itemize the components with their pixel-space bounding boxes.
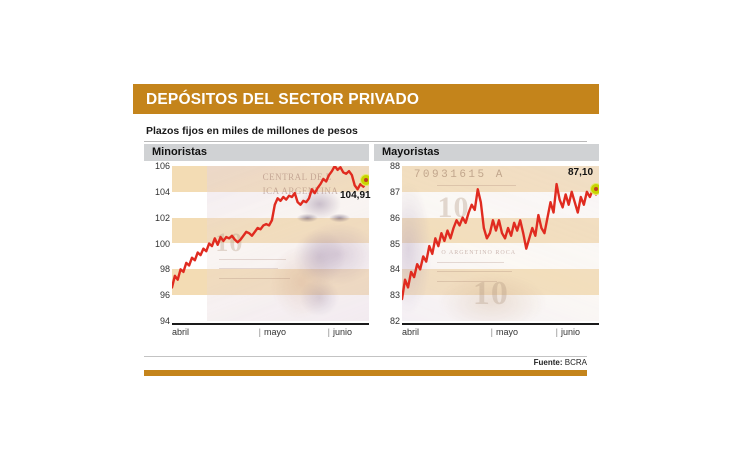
- x-axis-mayoristas: abril | mayo | junio: [374, 326, 599, 342]
- footer-divider: [144, 356, 587, 357]
- y-axis-mayoristas: 82 83 84 85 86 87 88: [374, 161, 400, 326]
- y-tick-label: 86: [389, 212, 400, 223]
- panel-header-minoristas: Minoristas: [144, 144, 369, 161]
- title-bar: DEPÓSITOS DEL SECTOR PRIVADO: [133, 84, 599, 114]
- y-axis-minoristas: 94 96 98 100 102 104 106: [144, 161, 170, 326]
- plot-minoristas: 94 96 98 100 102 104 106 CENTRAL DE L ICA ARGE…: [144, 161, 371, 354]
- banknote-caption: O ARGENTINO ROCA: [441, 249, 517, 256]
- y-tick-label: 96: [159, 290, 170, 301]
- x-axis-line-minoristas: [172, 323, 369, 325]
- x-tick-text: junio: [332, 327, 352, 337]
- source-value: BCRA: [564, 358, 587, 367]
- panel-header-mayoristas: Mayoristas: [374, 144, 599, 161]
- endpoint-marker-mayoristas: [590, 183, 599, 196]
- x-tick-label: | mayo: [259, 327, 286, 337]
- banknote-script-line: [219, 268, 279, 270]
- x-axis-line-mayoristas: [402, 323, 599, 325]
- y-tick-label: 83: [389, 290, 400, 301]
- banknote-denomination-large: 10: [472, 274, 509, 312]
- plot-canvas-minoristas: CENTRAL DE L ICA ARGENTINA 10: [172, 166, 369, 321]
- source-note: Fuente: BCRA: [534, 358, 587, 367]
- line-series-minoristas: [172, 166, 369, 289]
- y-tick-label: 85: [389, 238, 400, 249]
- banknote-script-line: [437, 184, 517, 186]
- banknote-portrait-eyes: [290, 212, 358, 224]
- x-tick-text: mayo: [264, 327, 287, 337]
- panel-title-mayoristas: Mayoristas: [382, 146, 440, 158]
- grid-band: [402, 166, 599, 192]
- x-tick-label: | junio: [328, 327, 352, 337]
- value-label-minoristas: 104,91: [340, 190, 371, 202]
- y-tick-label: 104: [154, 186, 170, 197]
- grid-band: [402, 269, 599, 296]
- source-label: Fuente:: [533, 358, 563, 367]
- x-tick-label: abril: [402, 327, 419, 337]
- value-label-mayoristas: 87,10: [568, 167, 594, 179]
- banknote-text-line1: CENTRAL DE L: [262, 172, 332, 183]
- y-tick-label: 100: [154, 238, 170, 249]
- panel-minoristas: Minoristas 94 96 98 100 102 104 106 CENTRAL DE…: [144, 144, 371, 354]
- banknote-script-line: [219, 259, 287, 260]
- panel-title-minoristas: Minoristas: [152, 146, 208, 158]
- y-tick-label: 87: [389, 186, 400, 197]
- y-tick-label: 84: [389, 264, 400, 275]
- banknote-script-line: [437, 262, 505, 264]
- x-tick-separator: |: [258, 327, 262, 337]
- x-tick-text: mayo: [495, 327, 518, 337]
- plot-mayoristas: 82 83 84 85 86 87 88 70931615 A 10 O ARGENTINO…: [374, 161, 599, 354]
- x-tick-label: | junio: [556, 327, 580, 337]
- y-tick-label: 98: [159, 264, 170, 275]
- y-tick-label: 94: [159, 316, 170, 326]
- x-tick-label: abril: [172, 327, 189, 337]
- y-tick-label: 102: [154, 212, 170, 223]
- x-tick-label: | mayo: [491, 327, 518, 337]
- grid-band: [172, 166, 369, 192]
- x-tick-separator: |: [555, 327, 558, 337]
- endpoint-marker-minoristas: [360, 174, 369, 187]
- plot-canvas-mayoristas: 70931615 A 10 O ARGENTINO ROCA 10: [402, 166, 599, 321]
- grid-band: [172, 269, 369, 296]
- banknote-watermark-minoristas: CENTRAL DE L ICA ARGENTINA 10: [172, 166, 369, 321]
- banknote-paper: [207, 166, 369, 321]
- x-tick-text: abril: [172, 327, 190, 337]
- y-tick-label: 82: [389, 316, 400, 326]
- x-tick-separator: |: [490, 327, 493, 337]
- y-tick-label: 88: [389, 161, 400, 171]
- footer-bar: [144, 370, 587, 376]
- x-axis-minoristas: abril | mayo | junio: [144, 326, 369, 342]
- panel-mayoristas: Mayoristas 82 83 84 85 86 87 88 70931615 A 10 …: [374, 144, 599, 354]
- x-tick-separator: |: [327, 327, 330, 337]
- banknote-script-line: [437, 271, 513, 273]
- banknote-script-line: [219, 277, 291, 279]
- subtitle-divider: [144, 141, 587, 142]
- x-tick-text: junio: [561, 327, 581, 337]
- page-title: DEPÓSITOS DEL SECTOR PRIVADO: [146, 91, 420, 108]
- infographic: DEPÓSITOS DEL SECTOR PRIVADO Plazos fijo…: [133, 84, 599, 376]
- chart-subtitle: Plazos fijos en miles de millones de pes…: [146, 125, 358, 137]
- line-series-mayoristas: [402, 182, 599, 301]
- banknote-script-line: [437, 280, 497, 282]
- y-tick-label: 106: [154, 161, 170, 171]
- banknote-text-line2: ICA ARGENTINA: [262, 186, 339, 197]
- banknote-serial: 70931615 A: [413, 169, 505, 182]
- x-tick-text: abril: [402, 327, 420, 337]
